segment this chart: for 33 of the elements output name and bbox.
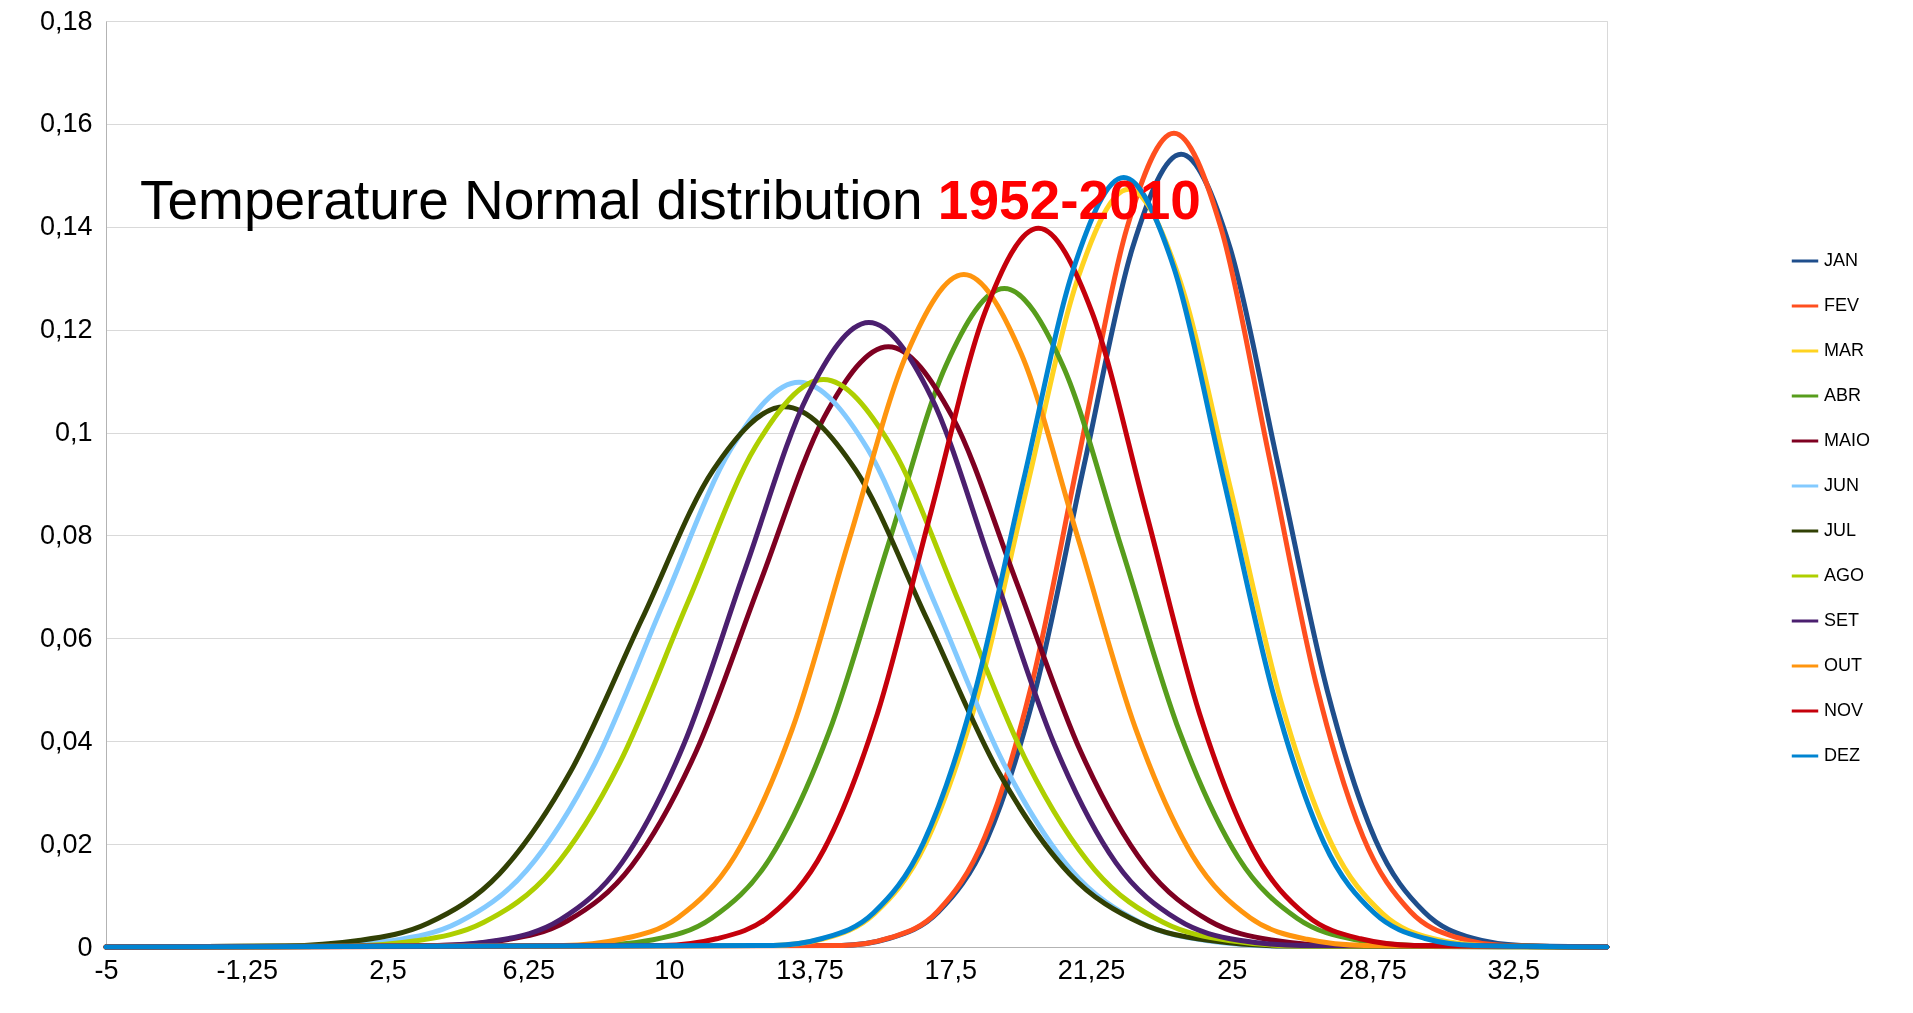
legend-label: AGO — [1824, 565, 1865, 585]
legend-label: SET — [1824, 610, 1860, 630]
legend-label: ABR — [1824, 385, 1862, 405]
y-tick-label: 0,02 — [39, 828, 93, 859]
y-tick-label: 0,12 — [39, 314, 93, 345]
x-tick-label: 2,5 — [369, 954, 407, 985]
legend-label: MAR — [1824, 340, 1864, 360]
y-tick-label: 0,16 — [39, 108, 93, 139]
x-tick-label: 28,75 — [1339, 954, 1407, 985]
y-tick-label: 0,1 — [54, 417, 93, 448]
y-tick-label: 0 — [77, 931, 93, 962]
y-tick-label: 0,06 — [39, 622, 93, 653]
legend-label: JAN — [1824, 250, 1859, 270]
legend-label: NOV — [1824, 700, 1864, 720]
x-tick-label: 10 — [654, 954, 685, 985]
legend-label: JUN — [1824, 475, 1859, 495]
legend-label: DEZ — [1824, 745, 1860, 765]
legend-label: FEV — [1824, 295, 1860, 315]
x-tick-label: -1,25 — [216, 954, 278, 985]
x-tick-label: 13,75 — [776, 954, 844, 985]
x-tick-label: 17,5 — [924, 954, 978, 985]
y-tick-label: 0,04 — [39, 725, 93, 756]
y-tick-label: 0,18 — [39, 5, 93, 36]
x-tick-label: -5 — [94, 954, 119, 985]
x-tick-label: 25 — [1217, 954, 1248, 985]
x-tick-label: 6,25 — [502, 954, 555, 985]
legend-label: MAIO — [1824, 430, 1871, 450]
y-tick-label: 0,14 — [39, 211, 93, 242]
legend-label: JUL — [1824, 520, 1857, 540]
x-tick-label: 32,5 — [1487, 954, 1540, 985]
legend-label: OUT — [1824, 655, 1862, 675]
y-tick-label: 0,08 — [39, 519, 93, 550]
x-tick-label: 21,25 — [1057, 954, 1126, 985]
